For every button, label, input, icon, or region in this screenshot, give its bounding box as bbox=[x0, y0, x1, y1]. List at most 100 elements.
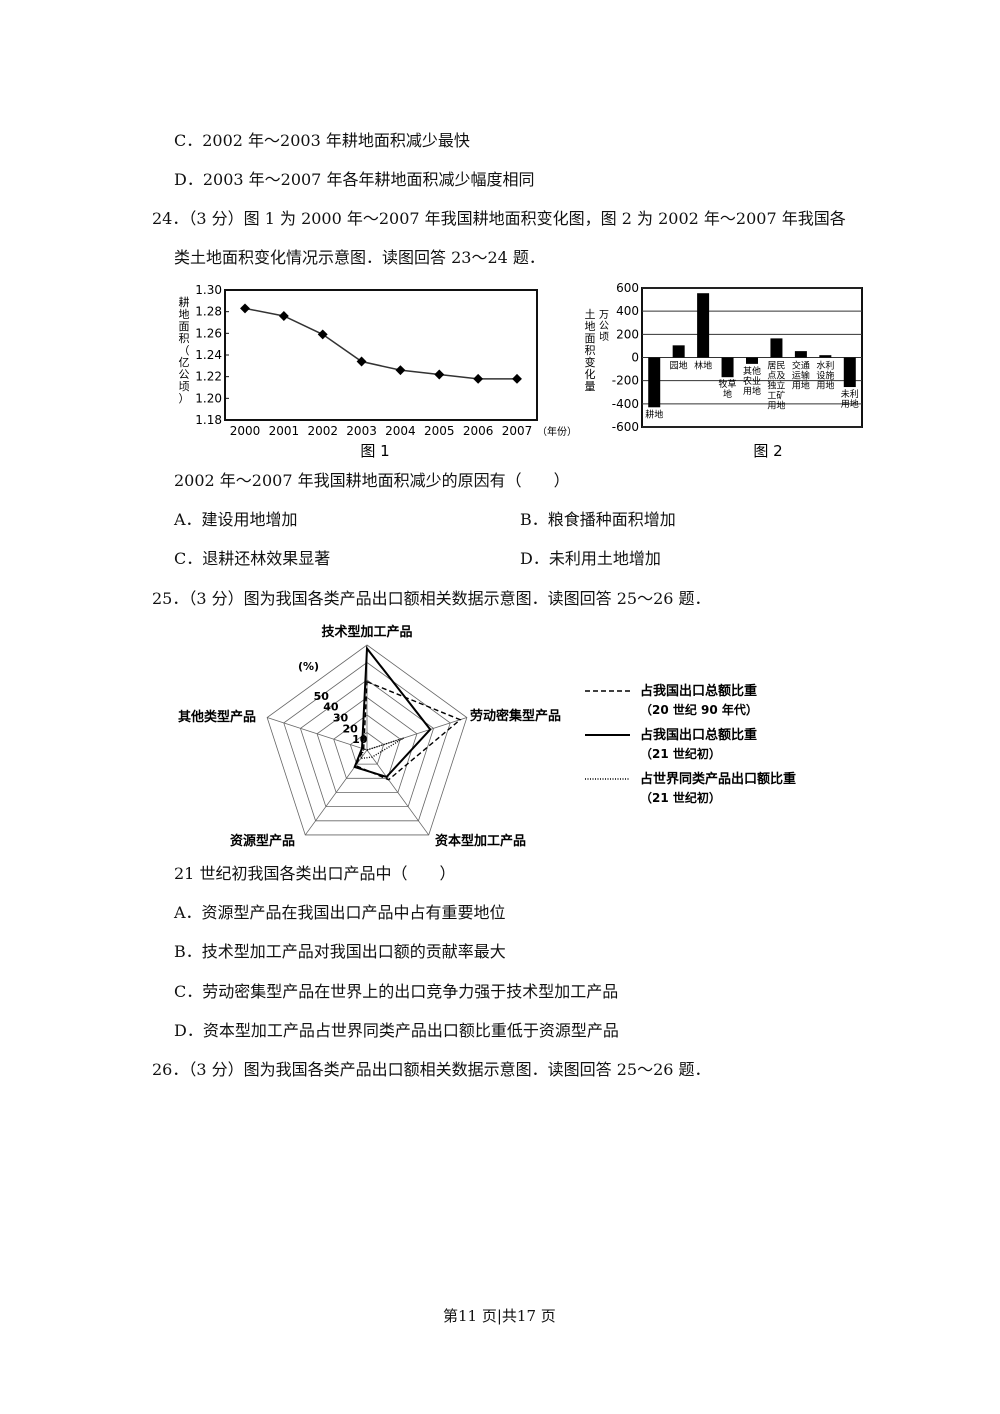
q24-stem: 24．（3 分）图 1 为 2000 年～2007 年我国耕地面积变化图，图 2… bbox=[152, 209, 846, 228]
series-line bbox=[353, 645, 432, 779]
series-line bbox=[359, 737, 404, 760]
radar-ring bbox=[349, 732, 385, 765]
series-line bbox=[354, 680, 462, 781]
q25-option-b: B．技术型加工产品对我国出口额的贡献率最大 bbox=[174, 942, 506, 961]
axis-label: 资源型产品 bbox=[230, 833, 295, 849]
legend-sublabel: （21 世纪初） bbox=[640, 790, 721, 805]
figure-caption: 图 1 bbox=[360, 442, 389, 460]
radar-ring bbox=[266, 644, 468, 836]
radar-chart: 技术型加工产品劳动密集型产品资本型加工产品资源型产品其他类型产品(%)10203… bbox=[178, 624, 796, 849]
data-point bbox=[278, 311, 289, 321]
bar bbox=[843, 357, 856, 388]
x-tick-label: 2007 bbox=[502, 424, 533, 438]
y-tick-label: -600 bbox=[612, 420, 639, 434]
bar bbox=[770, 338, 783, 358]
x-tick-label: 2005 bbox=[424, 424, 455, 438]
y-tick-label: 200 bbox=[616, 327, 639, 341]
y-tick-label: 600 bbox=[616, 281, 639, 295]
x-tick-label: 2004 bbox=[385, 424, 416, 438]
bar bbox=[746, 357, 758, 364]
q25-option-d: D．资本型加工产品占世界同类产品出口额比重低于资源型产品 bbox=[174, 1021, 619, 1040]
radar-ring bbox=[316, 697, 418, 793]
radar-ring bbox=[283, 662, 451, 822]
bar bbox=[819, 355, 832, 358]
bar-label: 未利用地 bbox=[841, 388, 859, 410]
x-tick-label: 2006 bbox=[463, 424, 494, 438]
radar-axis bbox=[366, 749, 430, 836]
r-tick-label: 50 bbox=[314, 690, 330, 703]
y-tick-label: 1.28 bbox=[195, 305, 222, 319]
x-tick-label: 2000 bbox=[230, 424, 261, 438]
x-tick-label: 2003 bbox=[346, 424, 377, 438]
bar-label: 水利设施用地 bbox=[816, 360, 834, 392]
y-tick-label: 1.30 bbox=[195, 283, 222, 297]
legend-label: 占我国出口总额比重 bbox=[640, 683, 757, 699]
q25-stem: 25．（3 分）图为我国各类产品出口额相关数据示意图．读图回答 25～26 题． bbox=[152, 589, 711, 608]
y-tick-label: 0 bbox=[631, 351, 639, 365]
bar bbox=[794, 351, 807, 358]
axis-label: 其他类型产品 bbox=[178, 709, 256, 725]
q24-option-d: D．未利用土地增加 bbox=[520, 549, 661, 568]
axis-label: 资本型加工产品 bbox=[435, 833, 526, 849]
y-tick-label: 1.18 bbox=[195, 413, 222, 427]
x-axis-label: （年份） bbox=[537, 425, 577, 438]
q24-option-a: A．建设用地增加 bbox=[174, 510, 298, 529]
legend-label: 占我国出口总额比重 bbox=[640, 727, 757, 743]
page-footer: 第11 页|共17 页 bbox=[443, 1307, 556, 1325]
q23-option-d: D．2003 年～2007 年各年耕地面积减少幅度相同 bbox=[174, 170, 535, 189]
y-tick-label: 400 bbox=[616, 304, 639, 318]
bar bbox=[697, 293, 710, 358]
bar-label: 交通运输用地 bbox=[792, 360, 810, 392]
r-tick-label: 20 bbox=[342, 722, 358, 735]
y-axis-label: 土地面积变化量 bbox=[585, 308, 596, 393]
radar-ring bbox=[333, 714, 401, 779]
data-point bbox=[512, 373, 522, 384]
plot-frame bbox=[224, 289, 538, 421]
y-tick-label: 1.22 bbox=[195, 370, 222, 384]
bar-label: 牧草地 bbox=[719, 378, 737, 400]
legend-label: 占世界同类产品出口额比重 bbox=[640, 771, 796, 787]
q24-stem-cont: 类土地面积变化情况示意图．读图回答 23～24 题． bbox=[174, 248, 545, 267]
data-point bbox=[473, 373, 484, 384]
figure-2-bar-chart: 600 400 200 0 -200 -400 -600 耕地 园地 林地牧草地其他农业用地居民点… bbox=[585, 281, 863, 460]
data-point bbox=[317, 329, 328, 340]
bar-label: 居民点及独立工矿用地 bbox=[767, 361, 785, 412]
r-tick-label: 40 bbox=[323, 701, 339, 714]
q24-option-c: C．退耕还林效果显著 bbox=[174, 549, 331, 568]
y-tick-label: 1.26 bbox=[195, 326, 222, 340]
q26-stem: 26．（3 分）图为我国各类产品出口额相关数据示意图．读图回答 25～26 题． bbox=[152, 1060, 711, 1079]
data-line bbox=[244, 307, 517, 380]
bar bbox=[672, 345, 685, 358]
data-point bbox=[240, 303, 250, 314]
y-axis-unit: 万公顷 bbox=[599, 310, 609, 343]
y-tick-label: 1.20 bbox=[195, 391, 222, 405]
bar-label: 园地 bbox=[670, 360, 688, 372]
x-tick-label: 2001 bbox=[269, 424, 300, 438]
bar-label: 耕地 bbox=[645, 408, 663, 420]
bar-label: 其他农业用地 bbox=[743, 365, 761, 397]
figure-1-line-chart: 1.18 1.20 1.22 1.24 1.26 1.28 1.30 2000 2001 2002… bbox=[179, 283, 578, 460]
q25-question: 21 世纪初我国各类出口产品中（ ） bbox=[174, 864, 456, 883]
r-tick-label: 30 bbox=[333, 711, 349, 724]
q23-option-c: C．2002 年～2003 年耕地面积减少最快 bbox=[174, 131, 470, 150]
legend-sublabel: （20 世纪 90 年代） bbox=[640, 702, 758, 717]
radar-axis bbox=[366, 717, 467, 751]
bar bbox=[721, 357, 734, 378]
figure-caption: 图 2 bbox=[753, 442, 782, 460]
q25-option-a: A．资源型产品在我国出口产品中占有重要地位 bbox=[174, 903, 506, 922]
bar bbox=[648, 357, 661, 408]
data-point bbox=[395, 365, 406, 376]
data-point bbox=[434, 369, 445, 380]
y-axis-label: 耕地面积（亿公顷） bbox=[179, 295, 190, 405]
y-tick-label: 1.24 bbox=[195, 348, 222, 362]
radar-axis bbox=[267, 717, 368, 751]
y-tick-label: -200 bbox=[612, 374, 639, 388]
legend-sublabel: （21 世纪初） bbox=[640, 746, 721, 761]
axis-label: 劳动密集型产品 bbox=[470, 708, 561, 724]
q24-option-b: B．粮食播种面积增加 bbox=[520, 510, 676, 529]
q25-option-c: C．劳动密集型产品在世界上的出口竞争力强于技术型加工产品 bbox=[174, 982, 619, 1001]
data-point bbox=[356, 356, 367, 367]
y-tick-label: -400 bbox=[612, 397, 639, 411]
axis-label: 技术型加工产品 bbox=[321, 624, 412, 640]
